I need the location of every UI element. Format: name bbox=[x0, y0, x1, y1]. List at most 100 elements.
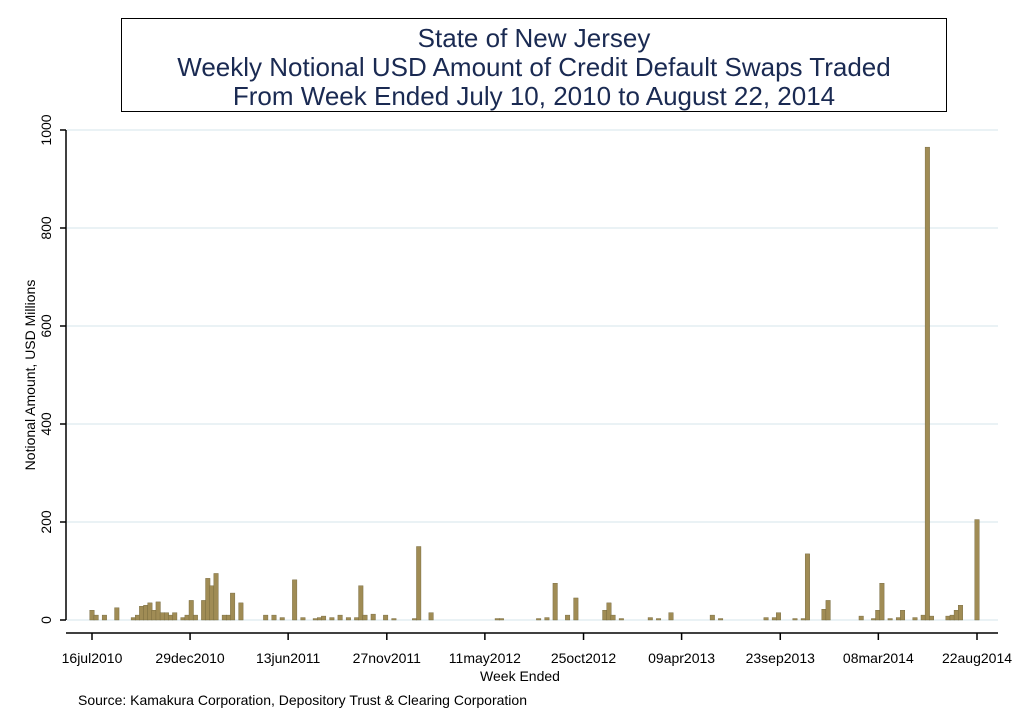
bar bbox=[383, 614, 389, 621]
bar bbox=[879, 583, 885, 621]
bar bbox=[412, 618, 418, 621]
chart-title-line-3: From Week Ended July 10, 2010 to August … bbox=[232, 81, 836, 111]
bar bbox=[263, 614, 269, 621]
bar bbox=[135, 614, 140, 621]
bar bbox=[953, 610, 959, 621]
bar bbox=[317, 617, 322, 621]
bar bbox=[370, 613, 376, 621]
bar bbox=[147, 602, 153, 621]
bar bbox=[668, 612, 674, 621]
bar bbox=[821, 609, 827, 621]
bar bbox=[871, 618, 877, 621]
plot-frame bbox=[66, 112, 998, 633]
bar bbox=[494, 618, 500, 621]
bar bbox=[565, 614, 571, 621]
bar bbox=[292, 579, 298, 621]
bar bbox=[929, 615, 934, 621]
x-tick-label: 23sep2013 bbox=[746, 650, 816, 666]
bar bbox=[776, 612, 781, 621]
bar bbox=[610, 614, 616, 621]
bar bbox=[205, 578, 211, 621]
x-tick-label: 22aug2014 bbox=[942, 650, 1012, 666]
bar bbox=[139, 606, 145, 621]
bar bbox=[329, 617, 335, 621]
bar bbox=[771, 617, 777, 621]
y-tick-label: 600 bbox=[38, 314, 54, 338]
x-tick-label: 08mar2014 bbox=[843, 650, 914, 666]
bar bbox=[321, 615, 327, 621]
bar bbox=[618, 618, 624, 621]
bar bbox=[920, 614, 926, 621]
x-tick-label: 29dec2010 bbox=[155, 650, 225, 666]
bar bbox=[391, 618, 397, 621]
bar bbox=[201, 600, 207, 621]
bar bbox=[887, 618, 893, 621]
bar bbox=[300, 617, 306, 621]
bar bbox=[226, 614, 231, 621]
bar bbox=[656, 618, 662, 621]
bar bbox=[498, 618, 504, 621]
x-ticks: 16jul2010 29dec2010 13jun2011 27nov2011 11ma… bbox=[62, 633, 1012, 666]
bar bbox=[858, 615, 864, 621]
bar bbox=[804, 553, 810, 621]
bar bbox=[180, 617, 186, 621]
bar bbox=[912, 617, 918, 621]
bar bbox=[101, 614, 107, 621]
x-tick-label: 13jun2011 bbox=[256, 650, 321, 666]
bar bbox=[416, 546, 422, 621]
bar bbox=[792, 618, 798, 621]
bar bbox=[606, 602, 612, 621]
bar bbox=[168, 614, 174, 621]
bar bbox=[924, 146, 930, 621]
x-tick-label: 11may2012 bbox=[449, 650, 521, 666]
bar bbox=[188, 600, 194, 621]
bar bbox=[155, 601, 161, 621]
x-axis-title: Week Ended bbox=[480, 668, 560, 684]
y-tick-label: 0 bbox=[38, 616, 54, 624]
chart-title-line-1: State of New Jersey bbox=[417, 23, 651, 53]
bar bbox=[271, 614, 277, 621]
bar bbox=[825, 600, 831, 621]
bar bbox=[602, 610, 608, 621]
bar bbox=[900, 610, 906, 621]
bar bbox=[763, 617, 769, 621]
chart-title-box: State of New Jersey Weekly Notional USD … bbox=[121, 18, 947, 112]
bar bbox=[647, 617, 653, 621]
bar bbox=[958, 605, 963, 621]
bar bbox=[89, 610, 95, 621]
bar bbox=[143, 605, 149, 621]
bar bbox=[974, 519, 980, 621]
x-tick-label: 27nov2011 bbox=[353, 650, 421, 666]
bar bbox=[151, 610, 157, 621]
y-tick-label: 200 bbox=[38, 510, 54, 534]
bar bbox=[718, 618, 724, 621]
x-tick-label: 16jul2010 bbox=[62, 650, 123, 666]
bar bbox=[945, 615, 951, 621]
bar bbox=[93, 614, 99, 621]
source-note: Source: Kamakura Corporation, Depository… bbox=[78, 692, 527, 708]
bar bbox=[192, 614, 198, 621]
bar bbox=[875, 610, 881, 621]
bar bbox=[159, 612, 165, 621]
bar bbox=[163, 612, 169, 621]
bar bbox=[312, 618, 318, 621]
y-tick-label: 1000 bbox=[38, 114, 54, 145]
bar bbox=[337, 614, 343, 621]
bar bbox=[428, 612, 434, 621]
bar bbox=[358, 585, 364, 621]
bar bbox=[362, 614, 368, 621]
bar bbox=[536, 618, 542, 621]
bar bbox=[800, 618, 806, 621]
bar bbox=[895, 617, 901, 621]
bar bbox=[230, 592, 236, 621]
bar bbox=[279, 617, 285, 621]
bar bbox=[184, 614, 190, 621]
y-tick-label: 400 bbox=[38, 412, 54, 436]
x-tick-label: 09apr2013 bbox=[648, 650, 715, 666]
bar bbox=[345, 617, 351, 621]
bar bbox=[709, 614, 715, 621]
y-ticks: 0 200 400 600 800 1000 bbox=[38, 114, 66, 624]
bar bbox=[130, 617, 136, 621]
bar bbox=[573, 597, 579, 621]
